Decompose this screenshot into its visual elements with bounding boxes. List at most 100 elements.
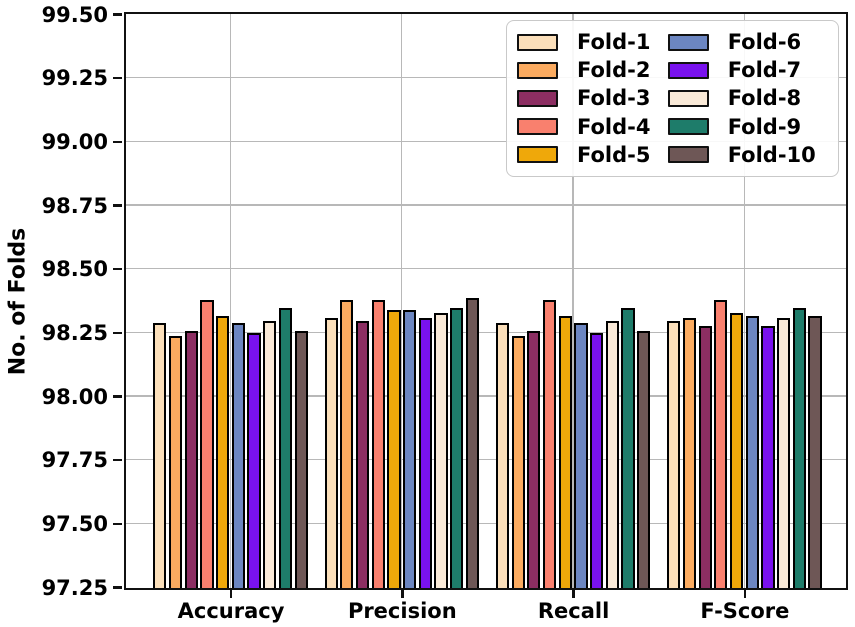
- y-tick-label: 97.75: [41, 448, 108, 473]
- x-tick-label-accuracy: Accuracy: [177, 599, 285, 623]
- legend-label: Fold-5: [577, 142, 651, 167]
- y-tick-mark: [113, 13, 122, 16]
- y-tick-label: 99.25: [41, 66, 108, 91]
- legend-label: Fold-3: [577, 86, 651, 111]
- y-tick-label: 98.25: [41, 320, 108, 345]
- bar-fold-4-recall: [542, 300, 557, 588]
- bar-fold-2-accuracy: [168, 335, 183, 588]
- horizontal-gridline: [126, 140, 846, 143]
- horizontal-gridline: [126, 395, 846, 397]
- legend-item-fold-7: Fold-7: [667, 56, 828, 84]
- bar-fold-1-precision: [324, 318, 338, 588]
- y-tick-label: 98.75: [41, 193, 108, 218]
- horizontal-gridline: [126, 267, 846, 270]
- bar-fold-3-accuracy: [184, 330, 198, 588]
- y-tick-mark: [113, 140, 122, 144]
- legend-label: Fold-10: [727, 142, 816, 167]
- bar-fold-2-recall: [511, 335, 525, 588]
- legend-item-fold-2: Fold-2: [516, 56, 663, 84]
- y-tick-label: 97.50: [41, 511, 108, 536]
- legend-label: Fold-4: [577, 114, 651, 139]
- legend-item-fold-3: Fold-3: [516, 84, 663, 112]
- bar-fold-8-accuracy: [263, 320, 277, 588]
- legend-label: Fold-1: [577, 30, 651, 55]
- legend-label: Fold-2: [577, 58, 651, 83]
- y-tick-label: 98.00: [41, 384, 108, 409]
- bar-fold-4-accuracy: [200, 300, 214, 588]
- legend-swatch-fold-5: [517, 146, 558, 164]
- bar-fold-2-precision: [340, 300, 354, 588]
- bar-fold-2-f-score: [682, 318, 697, 588]
- legend-swatch-fold-9: [667, 118, 709, 136]
- vertical-gridline: [401, 14, 403, 588]
- bar-fold-4-precision: [371, 300, 385, 588]
- vertical-gridline: [743, 14, 746, 588]
- bar-fold-10-accuracy: [294, 330, 308, 588]
- bar-fold-10-f-score: [808, 315, 822, 588]
- bar-fold-6-precision: [403, 310, 417, 588]
- bar-fold-1-accuracy: [153, 323, 167, 588]
- bar-fold-6-recall: [574, 323, 588, 588]
- bar-fold-7-recall: [590, 333, 604, 588]
- y-tick-mark: [113, 76, 122, 80]
- legend-label: Fold-6: [727, 30, 802, 55]
- bar-fold-3-f-score: [698, 325, 712, 588]
- x-tick-label-f-score: F-Score: [700, 599, 790, 623]
- bar-fold-6-f-score: [745, 315, 759, 588]
- x-tick-mark: [229, 589, 233, 598]
- y-tick-label: 99.00: [41, 129, 108, 154]
- bar-fold-7-accuracy: [247, 333, 261, 588]
- bar-fold-8-recall: [605, 320, 619, 588]
- x-tick-mark: [401, 589, 404, 598]
- y-tick-mark: [113, 522, 122, 526]
- legend-item-fold-4: Fold-4: [516, 113, 663, 141]
- y-tick-label: 99.50: [41, 2, 108, 27]
- bar-fold-9-precision: [450, 307, 464, 588]
- bar-fold-4-f-score: [714, 300, 728, 588]
- bar-fold-10-recall: [637, 330, 651, 588]
- x-tick-label-precision: Precision: [347, 599, 457, 623]
- x-tick-mark: [743, 589, 747, 598]
- bar-fold-5-precision: [387, 310, 401, 588]
- x-tick-mark: [572, 589, 575, 598]
- y-tick-mark: [113, 331, 122, 335]
- legend-swatch-fold-4: [517, 118, 558, 136]
- legend-item-fold-10: Fold-10: [667, 141, 828, 169]
- y-tick-mark: [113, 204, 122, 207]
- legend-item-fold-8: Fold-8: [667, 84, 828, 112]
- bar-fold-8-precision: [434, 312, 448, 588]
- bar-fold-5-accuracy: [216, 315, 230, 588]
- legend-swatch-fold-8: [667, 89, 709, 107]
- y-tick-mark: [113, 586, 122, 589]
- legend-swatch-fold-7: [667, 61, 709, 79]
- bar-fold-9-accuracy: [278, 307, 293, 588]
- legend-swatch-fold-1: [517, 33, 558, 51]
- horizontal-gridline: [126, 331, 846, 334]
- horizontal-gridline: [126, 204, 846, 206]
- x-tick-label-recall: Recall: [537, 599, 610, 623]
- legend-swatch-fold-3: [517, 89, 558, 107]
- bar-fold-6-accuracy: [231, 323, 245, 588]
- legend-label: Fold-9: [727, 114, 802, 139]
- legend-item-fold-5: Fold-5: [516, 141, 663, 169]
- horizontal-gridline: [126, 458, 846, 461]
- y-tick-label: 97.25: [41, 575, 108, 600]
- bar-fold-3-precision: [355, 320, 370, 588]
- legend-item-fold-1: Fold-1: [516, 28, 663, 56]
- bar-fold-1-recall: [495, 323, 510, 588]
- y-tick-label: 98.50: [41, 257, 108, 282]
- horizontal-gridline: [126, 76, 846, 79]
- legend-item-fold-9: Fold-9: [667, 113, 828, 141]
- vertical-gridline: [229, 14, 232, 588]
- bar-fold-5-recall: [558, 315, 572, 588]
- legend-swatch-fold-10: [667, 146, 709, 164]
- legend: Fold-1 Fold-2 Fold-3 Fold-4 Fold-5 Fold-6 Fold…: [506, 20, 839, 177]
- y-tick-mark: [113, 458, 122, 462]
- y-axis-title: No. of Folds: [5, 227, 31, 376]
- legend-swatch-fold-6: [667, 33, 709, 51]
- legend-item-fold-6: Fold-6: [667, 28, 828, 56]
- vertical-gridline: [572, 14, 574, 588]
- legend-label: Fold-8: [727, 86, 802, 111]
- bar-fold-3-recall: [527, 330, 541, 588]
